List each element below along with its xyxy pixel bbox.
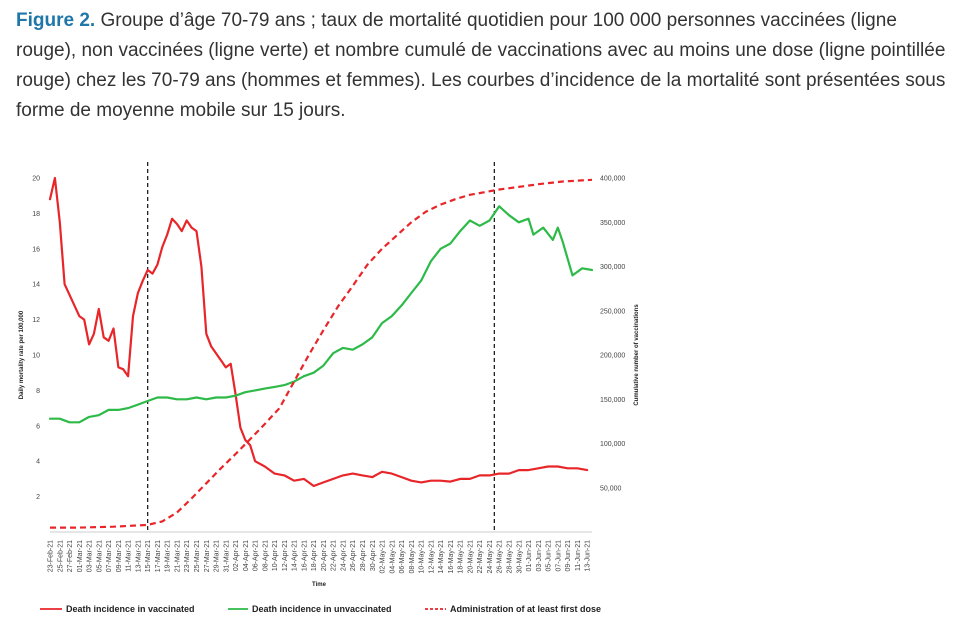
x-tick-label: 09-Jun-21: [565, 540, 572, 572]
x-tick-label: 18-May-21: [458, 540, 465, 574]
legend-label-3: Administration of at least first dose: [450, 604, 601, 614]
x-tick-label: 08-Apr-21: [262, 540, 269, 571]
right-axis-ticks: 50,000 100,000 150,000 200,000 250,000 300,00…: [600, 176, 625, 493]
series-line-2: [48, 205, 594, 424]
x-tick-label: 24-May-21: [487, 540, 494, 574]
x-tick-label: 04-May-21: [389, 540, 396, 574]
x-tick-label: 23-Mar-21: [184, 540, 191, 572]
figure-caption-text: Groupe d’âge 70-79 ans ; taux de mortali…: [16, 10, 946, 121]
x-tick-label: 20-Apr-21: [321, 540, 328, 571]
x-axis-title: Time: [312, 582, 327, 588]
x-tick-label: 25-Feb-21: [57, 540, 64, 572]
x-tick-label: 16-Apr-21: [301, 540, 308, 571]
x-tick-label: 11-Jun-21: [575, 540, 582, 571]
x-tick-label: 13-Mar-21: [135, 540, 142, 572]
x-tick-label: 19-Mar-21: [165, 540, 172, 572]
chart-series: [48, 176, 594, 529]
x-tick-label: 22-May-21: [477, 540, 484, 574]
x-tick-label: 02-May-21: [380, 540, 387, 574]
y2-tick-label: 300,000: [600, 264, 625, 271]
x-tick-label: 11-Mar-21: [126, 540, 133, 572]
x-tick-label: 03-Mar-21: [87, 540, 94, 572]
x-tick-label: 27-Mar-21: [204, 540, 211, 572]
x-tick-label: 12-May-21: [428, 540, 435, 574]
x-tick-label: 31-Mar-21: [223, 540, 230, 572]
x-tick-label: 28-Apr-21: [360, 540, 367, 571]
y2-tick-label: 250,000: [600, 308, 625, 315]
x-tick-label: 24-Apr-21: [341, 540, 348, 571]
y-axis-title: Daily mortality rate per 100,000: [19, 310, 25, 399]
x-tick-label: 08-May-21: [409, 540, 416, 574]
x-tick-label: 26-May-21: [497, 540, 504, 574]
y-tick-label: 12: [32, 317, 40, 324]
x-tick-label: 10-May-21: [419, 540, 426, 574]
figure-caption: Figure 2. Groupe d’âge 70-79 ans ; taux …: [16, 6, 946, 126]
series-line-1: [48, 176, 589, 488]
x-tick-label: 14-Apr-21: [292, 540, 299, 571]
series-line-3: [50, 178, 593, 529]
left-axis-ticks: 2 4 6 8 10 12 14 16 18 20: [32, 176, 40, 502]
x-tick-label: 18-Apr-21: [311, 540, 318, 571]
y2-tick-label: 350,000: [600, 220, 625, 227]
x-tick-label: 12-Apr-21: [282, 540, 289, 571]
x-tick-label: 06-Apr-21: [253, 540, 260, 571]
chart-legend: Death incidence in vaccinated Death incid…: [40, 604, 601, 614]
x-tick-label: 13-Jun-21: [585, 540, 592, 572]
x-tick-label: 10-Apr-21: [272, 540, 279, 571]
x-tick-label: 15-Mar-21: [145, 540, 152, 572]
y2-tick-label: 100,000: [600, 441, 625, 448]
y2-tick-label: 200,000: [600, 353, 625, 360]
y-tick-label: 16: [32, 246, 40, 253]
x-tick-label: 27-Feb-21: [67, 540, 74, 572]
y-tick-label: 4: [36, 459, 40, 466]
figure-label: Figure 2.: [16, 10, 96, 31]
x-tick-label: 30-May-21: [516, 540, 523, 574]
x-tick-label: 01-Jun-21: [526, 540, 533, 572]
x-tick-label: 16-May-21: [448, 540, 455, 574]
y2-tick-label: 50,000: [600, 485, 622, 492]
x-tick-label: 22-Apr-21: [331, 540, 338, 571]
y-tick-label: 6: [36, 423, 40, 430]
x-tick-label: 30-Apr-21: [370, 540, 377, 571]
x-axis-ticks: 23-Feb-21 25-Feb-21 27-Feb-21 01-Mar-21 03-M…: [48, 540, 592, 574]
x-tick-label: 07-Jun-21: [555, 540, 562, 572]
y-tick-label: 2: [36, 494, 40, 501]
x-tick-label: 29-Mar-21: [214, 540, 221, 572]
legend-label-2: Death incidence in unvaccinated: [252, 604, 392, 614]
x-tick-label: 04-Apr-21: [243, 540, 250, 571]
y-tick-label: 14: [32, 282, 40, 289]
x-tick-label: 03-Jun-21: [536, 540, 543, 572]
x-tick-label: 14-May-21: [438, 540, 445, 574]
y2-axis-title: Cumulative number of vaccinations: [634, 304, 640, 406]
x-tick-label: 02-Apr-21: [233, 540, 240, 571]
mortality-chart: 2 4 6 8 10 12 14 16 18 20 50,000 100,000 150,000 200…: [19, 162, 640, 614]
y-tick-label: 10: [32, 353, 40, 360]
x-tick-label: 09-Mar-21: [116, 540, 123, 572]
x-tick-label: 07-Mar-21: [106, 540, 113, 572]
y2-tick-label: 150,000: [600, 397, 625, 404]
x-tick-label: 28-May-21: [507, 540, 514, 574]
y-tick-label: 8: [36, 388, 40, 395]
x-tick-label: 23-Feb-21: [48, 540, 55, 572]
x-tick-label: 26-Apr-21: [350, 540, 357, 571]
y2-tick-label: 400,000: [600, 176, 625, 183]
x-tick-label: 21-Mar-21: [175, 540, 182, 572]
x-tick-label: 20-May-21: [467, 540, 474, 574]
x-tick-label: 06-May-21: [399, 540, 406, 574]
y-tick-label: 20: [32, 176, 40, 183]
y-tick-label: 18: [32, 211, 40, 218]
x-tick-label: 25-Mar-21: [194, 540, 201, 572]
legend-label-1: Death incidence in vaccinated: [66, 604, 195, 614]
marker-lines: [147, 162, 495, 532]
x-tick-label: 05-Mar-21: [96, 540, 103, 572]
x-tick-label: 01-Mar-21: [77, 540, 84, 572]
x-tick-label: 05-Jun-21: [546, 540, 553, 572]
x-tick-label: 17-Mar-21: [155, 540, 162, 572]
